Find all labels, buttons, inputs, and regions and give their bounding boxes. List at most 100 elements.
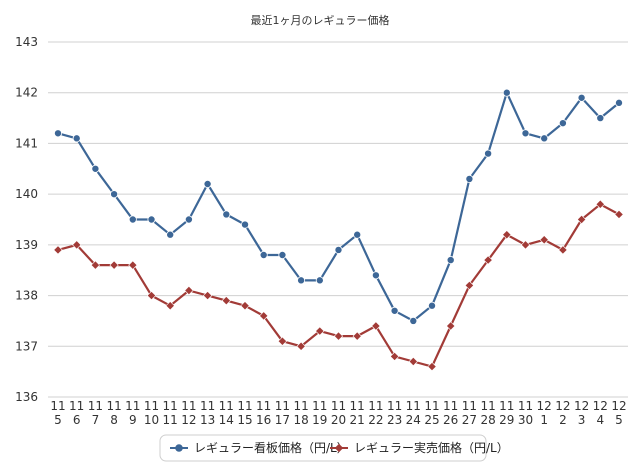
- x-tick-label-month: 11: [443, 399, 458, 413]
- x-tick-label-month: 11: [387, 399, 402, 413]
- x-axis: 1151161171181191110111111121113111411151…: [50, 399, 626, 427]
- x-tick-label-day: 6: [73, 413, 81, 427]
- data-point: [371, 271, 380, 280]
- y-tick-label: 139: [15, 238, 38, 252]
- x-tick-label-month: 11: [181, 399, 196, 413]
- y-tick-label: 142: [15, 86, 38, 100]
- x-tick-label-month: 11: [219, 399, 234, 413]
- data-point: [277, 336, 288, 346]
- data-point: [558, 119, 567, 128]
- data-point: [520, 240, 531, 250]
- x-tick-label-month: 11: [106, 399, 121, 413]
- data-point: [615, 98, 624, 107]
- data-point: [408, 356, 418, 367]
- data-point: [502, 88, 511, 97]
- x-tick-label-day: 12: [181, 413, 196, 427]
- data-point: [109, 260, 119, 270]
- data-point: [539, 235, 549, 245]
- data-point: [54, 129, 63, 138]
- x-tick-label-day: 4: [596, 413, 604, 427]
- data-point: [72, 240, 82, 250]
- x-tick-label-day: 13: [200, 413, 215, 427]
- data-point: [53, 245, 63, 255]
- series-line: [57, 91, 620, 322]
- data-point: [353, 230, 362, 239]
- series-line: [57, 203, 620, 368]
- x-tick-label-month: 11: [499, 399, 514, 413]
- data-point: [540, 134, 549, 143]
- x-tick-label-month: 11: [518, 399, 533, 413]
- x-tick-label-day: 21: [350, 413, 365, 427]
- data-point: [446, 321, 456, 331]
- data-point: [128, 215, 137, 224]
- x-tick-label-day: 14: [219, 413, 234, 427]
- x-tick-label-month: 11: [50, 399, 65, 413]
- data-point: [259, 311, 269, 321]
- data-point: [165, 301, 175, 311]
- x-tick-label-day: 28: [480, 413, 495, 427]
- x-tick-label-day: 11: [163, 413, 178, 427]
- data-point: [484, 149, 493, 158]
- x-tick-label-month: 11: [275, 399, 290, 413]
- data-point: [334, 245, 343, 254]
- data-point: [465, 174, 474, 183]
- data-point: [427, 301, 436, 310]
- data-point: [576, 214, 587, 225]
- legend-marker: [334, 443, 344, 453]
- data-point: [90, 260, 101, 270]
- y-tick-label: 140: [15, 187, 38, 201]
- data-point: [577, 93, 586, 102]
- data-point: [147, 215, 156, 224]
- x-tick-label-day: 16: [256, 413, 271, 427]
- series-1: [54, 88, 624, 325]
- x-tick-label-month: 11: [88, 399, 103, 413]
- x-tick-label-day: 8: [110, 413, 118, 427]
- legend-label: レギュラー実売価格（円/L）: [354, 440, 509, 455]
- x-tick-label-day: 5: [615, 413, 623, 427]
- x-tick-label-month: 11: [424, 399, 439, 413]
- data-point: [333, 331, 344, 341]
- x-tick-label-month: 11: [406, 399, 421, 413]
- y-tick-label: 138: [15, 289, 38, 303]
- x-tick-label-day: 10: [144, 413, 159, 427]
- x-tick-label-month: 11: [200, 399, 215, 413]
- x-tick-label-month: 11: [331, 399, 346, 413]
- data-point: [240, 220, 249, 229]
- data-point: [166, 230, 175, 239]
- data-point: [297, 276, 306, 285]
- series-group: [53, 88, 624, 372]
- x-tick-label-day: 17: [275, 413, 290, 427]
- data-point: [202, 290, 213, 301]
- data-point: [502, 230, 512, 240]
- data-point: [110, 190, 119, 199]
- x-tick-label-month: 12: [574, 399, 589, 413]
- legend-label: レギュラー看板価格（円/L）: [194, 440, 349, 455]
- data-point: [91, 164, 100, 173]
- data-point: [446, 256, 455, 265]
- y-axis: 136 137 138 139 140 141 142 143: [15, 35, 38, 404]
- x-tick-label-month: 11: [144, 399, 159, 413]
- x-tick-label-day: 2: [559, 413, 567, 427]
- data-point: [203, 179, 212, 188]
- data-point: [184, 215, 193, 224]
- data-point: [483, 255, 493, 265]
- data-point: [389, 351, 400, 362]
- data-point: [427, 361, 437, 372]
- x-tick-label-month: 11: [480, 399, 495, 413]
- data-point: [315, 326, 325, 336]
- x-tick-label-month: 11: [368, 399, 383, 413]
- data-point: [222, 210, 231, 219]
- x-tick-label-day: 1: [540, 413, 548, 427]
- x-tick-label-day: 29: [499, 413, 514, 427]
- x-tick-label-month: 11: [312, 399, 327, 413]
- data-point: [315, 276, 324, 285]
- x-tick-label-day: 23: [387, 413, 402, 427]
- data-point: [128, 260, 138, 270]
- legend-item-2: レギュラー実売価格（円/L）: [330, 440, 509, 455]
- legend-box: [159, 434, 487, 462]
- data-point: [221, 296, 231, 306]
- x-tick-label-month: 12: [611, 399, 626, 413]
- x-tick-label-month: 11: [256, 399, 271, 413]
